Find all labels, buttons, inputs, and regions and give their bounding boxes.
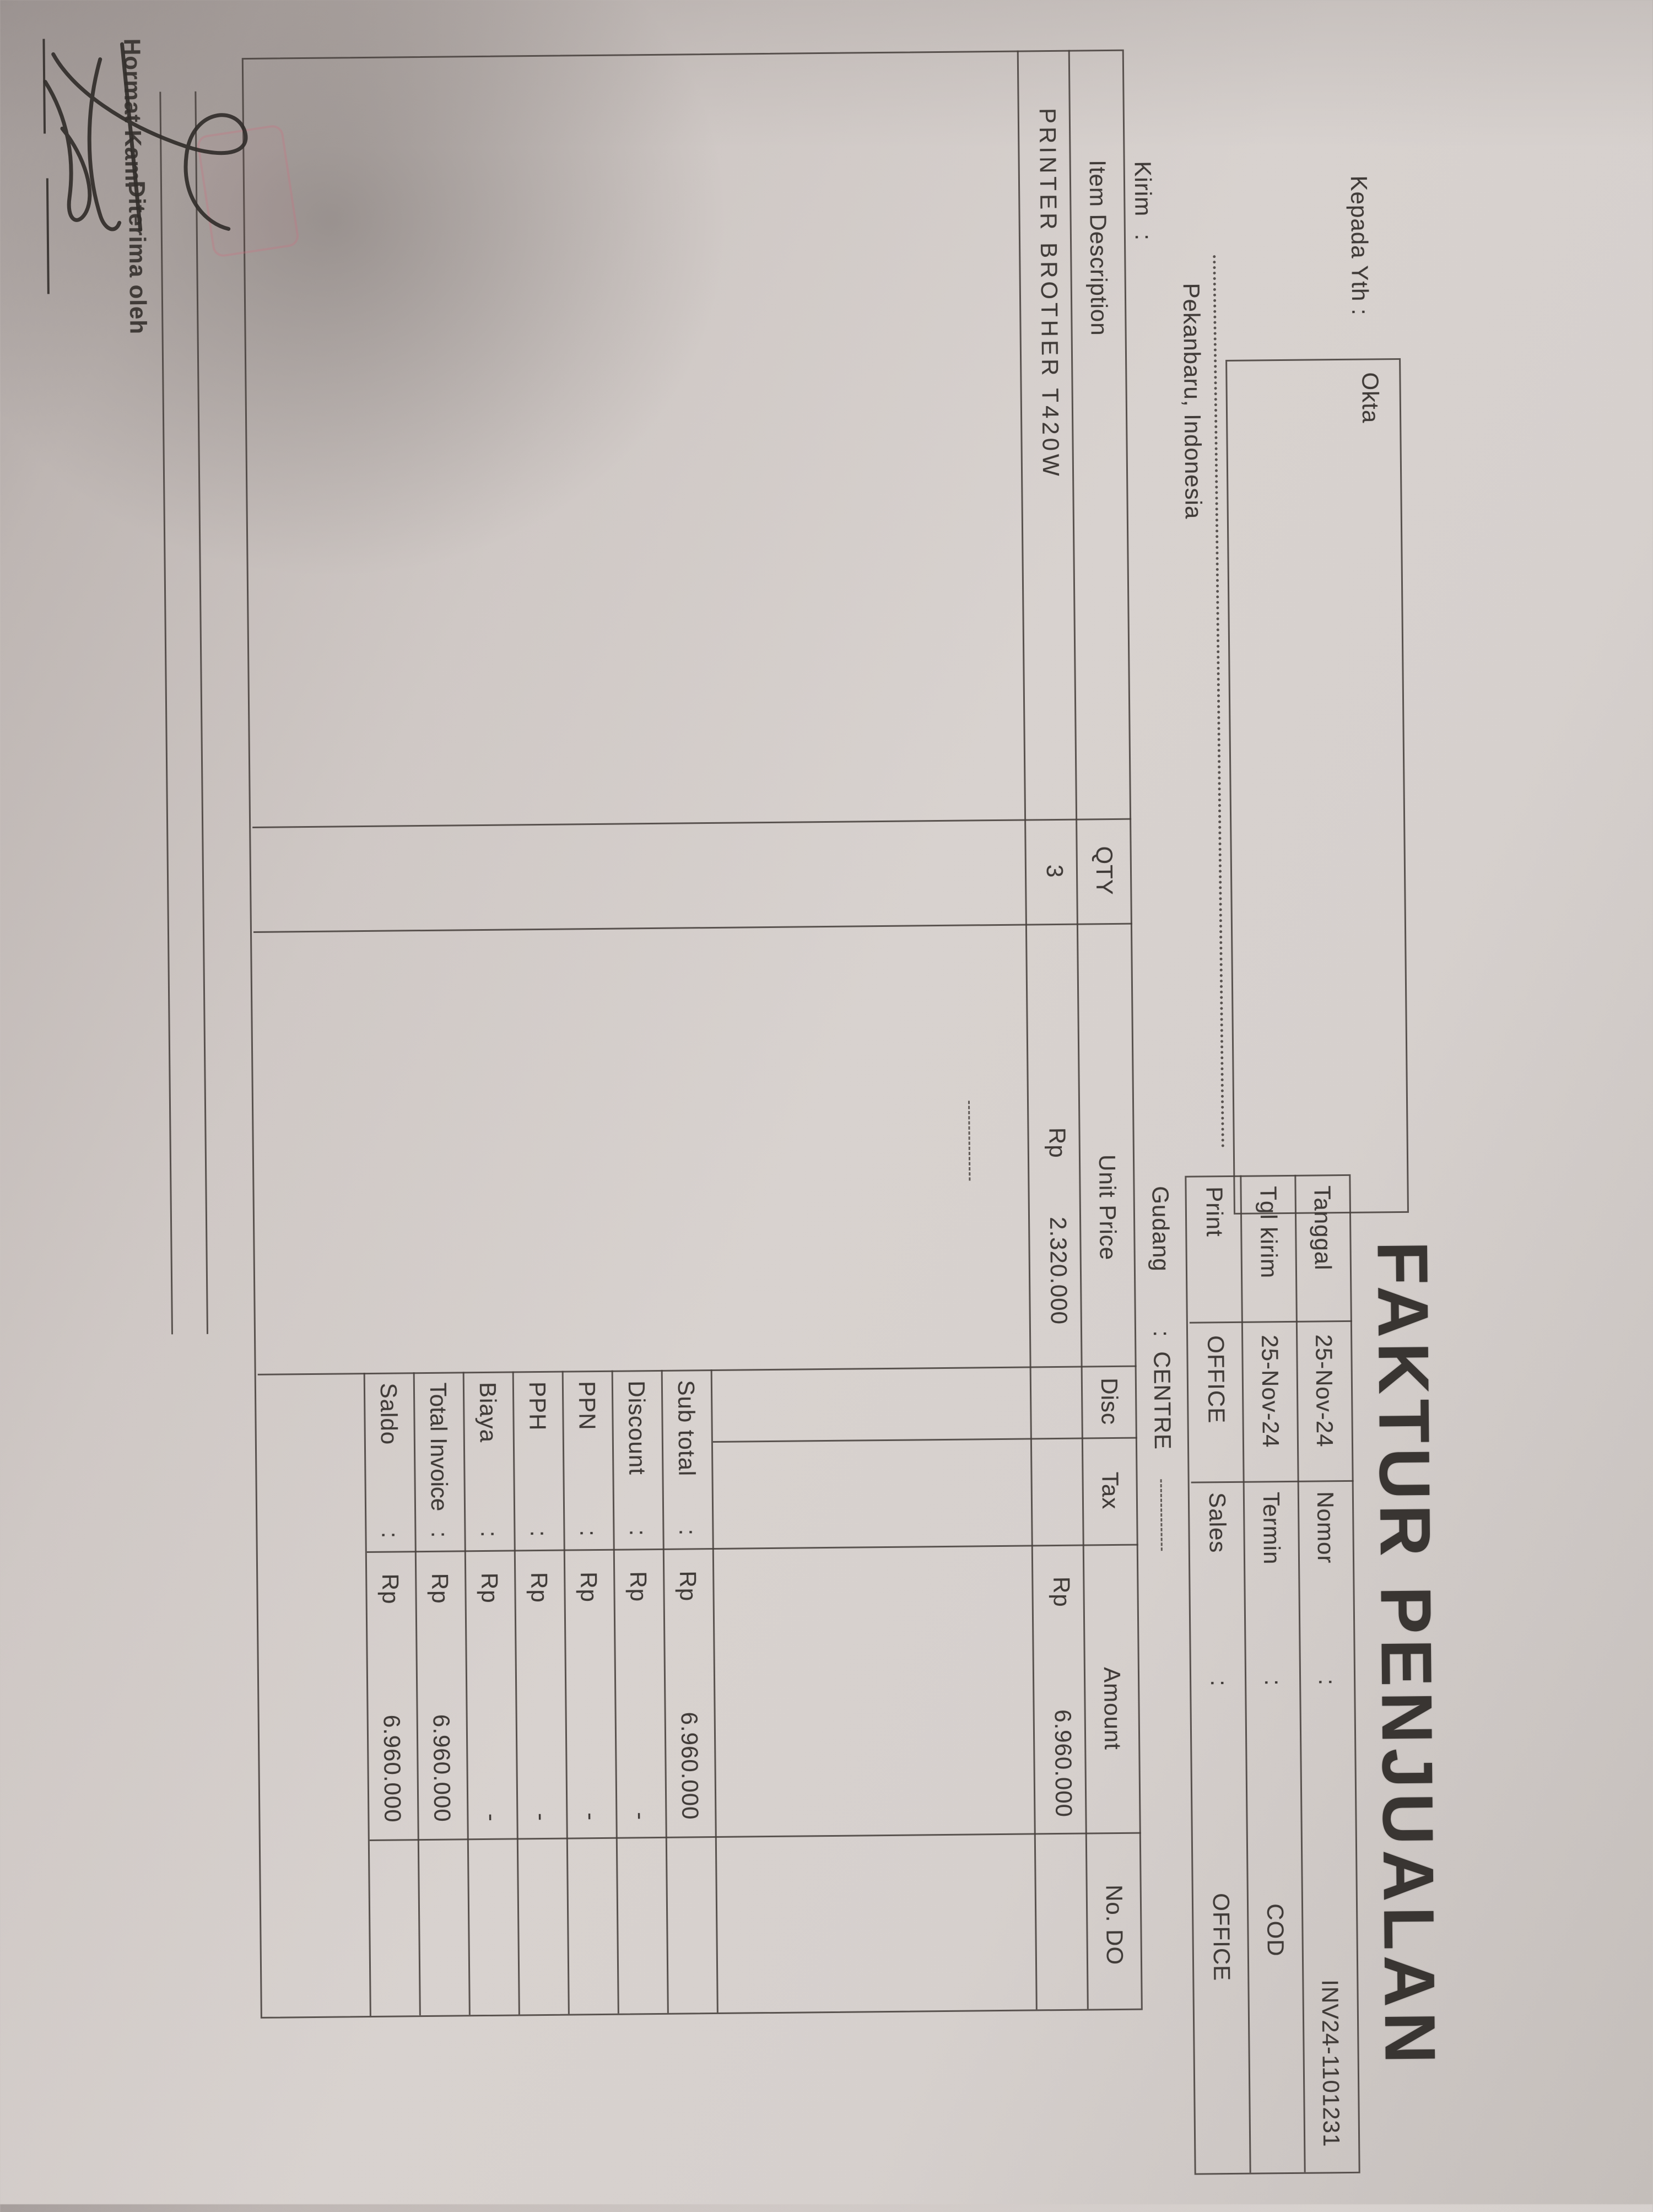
total-label: PPN xyxy=(574,1380,601,1431)
total-value: - xyxy=(628,1812,654,1821)
total-label: Sub total xyxy=(673,1380,700,1477)
total-value: - xyxy=(479,1813,505,1822)
info-colon: : xyxy=(1260,1679,1287,1687)
total-colon: : xyxy=(377,1531,403,1539)
info-label2: Termin xyxy=(1258,1492,1285,1565)
total-value: 6.960.000 xyxy=(428,1714,456,1822)
col-header-tax: Tax xyxy=(1097,1471,1124,1510)
col-header-qty: QTY xyxy=(1091,846,1118,896)
total-currency: Rp xyxy=(427,1573,453,1604)
address-dotted-line xyxy=(1213,255,1224,1148)
total-currency: Rp xyxy=(576,1571,602,1603)
info-label: Tanggal xyxy=(1309,1185,1336,1271)
col-header-disc: Disc xyxy=(1096,1378,1123,1426)
total-colon: : xyxy=(426,1531,453,1539)
footer-rule-line xyxy=(195,91,208,1334)
info-label: Print xyxy=(1201,1186,1228,1237)
total-colon: : xyxy=(674,1529,701,1536)
info-label: Tgl kirim xyxy=(1255,1186,1283,1279)
item-amount-currency: Rp xyxy=(1049,1576,1075,1607)
info-value: 25-Nov-24 xyxy=(1257,1335,1284,1448)
kepada-label: Kepada Yth : xyxy=(1346,175,1374,316)
customer-city: Pekanbaru, Indonesia xyxy=(1178,283,1207,520)
total-currency: Rp xyxy=(377,1573,404,1605)
invoice-number: INV24-1101231 xyxy=(1317,1979,1345,2148)
gudang-dashes xyxy=(1160,1479,1163,1551)
total-value: - xyxy=(578,1812,604,1821)
total-colon: : xyxy=(476,1530,503,1538)
info-value: OFFICE xyxy=(1203,1335,1230,1424)
total-colon: : xyxy=(526,1530,552,1537)
info-colon: : xyxy=(1314,1679,1341,1686)
total-colon: : xyxy=(575,1529,602,1537)
item-qty: 3 xyxy=(1041,864,1068,878)
total-colon: : xyxy=(625,1529,651,1537)
total-value: 6.960.000 xyxy=(379,1714,406,1823)
info-value: 25-Nov-24 xyxy=(1311,1334,1338,1448)
customer-name: Okta xyxy=(1357,372,1384,424)
footer-rule-line xyxy=(159,91,173,1335)
customer-box xyxy=(1225,358,1409,1215)
kirim-label: Kirim xyxy=(1130,161,1157,217)
info-label2: Sales xyxy=(1204,1492,1231,1553)
kirim-colon: : xyxy=(1130,234,1157,241)
total-label: PPH xyxy=(524,1381,551,1431)
total-currency: Rp xyxy=(477,1572,503,1604)
gudang-label: Gudang xyxy=(1147,1185,1174,1272)
info-label2: Nomor xyxy=(1312,1491,1339,1564)
item-description: PRINTER BROTHER T420W xyxy=(1034,107,1065,479)
gudang-value: CENTRE xyxy=(1149,1351,1176,1450)
photo-shadow xyxy=(0,0,882,716)
total-label: Saldo xyxy=(375,1383,402,1445)
item-unit-price: 2.320.000 xyxy=(1045,1216,1072,1325)
photo-shadow-top xyxy=(0,0,1653,149)
termin-value: COD xyxy=(1262,1903,1289,1957)
col-header-amount: Amount xyxy=(1099,1666,1126,1751)
total-currency: Rp xyxy=(625,1571,652,1603)
invoice-title: FAKTUR PENJUALAN xyxy=(1362,1240,1451,2069)
info-colon: : xyxy=(1206,1679,1233,1687)
col-header-unit-price: Unit Price xyxy=(1094,1154,1121,1261)
sales-value: OFFICE xyxy=(1208,1892,1235,1982)
total-currency: Rp xyxy=(675,1571,701,1602)
total-value: 6.960.000 xyxy=(676,1712,704,1820)
gudang-colon: : xyxy=(1149,1330,1175,1338)
total-label: Biaya xyxy=(474,1382,501,1443)
col-header-item-description: Item Description xyxy=(1084,159,1112,336)
total-currency: Rp xyxy=(526,1572,553,1603)
total-label: Discount xyxy=(623,1380,651,1475)
item-amount: 6.960.000 xyxy=(1050,1709,1077,1818)
total-label: Total Invoice xyxy=(425,1382,453,1512)
col-header-no-do: No. DO xyxy=(1101,1884,1128,1966)
signature-scrawl xyxy=(43,42,248,232)
total-value: - xyxy=(528,1812,555,1822)
item-currency: Rp xyxy=(1044,1127,1071,1158)
